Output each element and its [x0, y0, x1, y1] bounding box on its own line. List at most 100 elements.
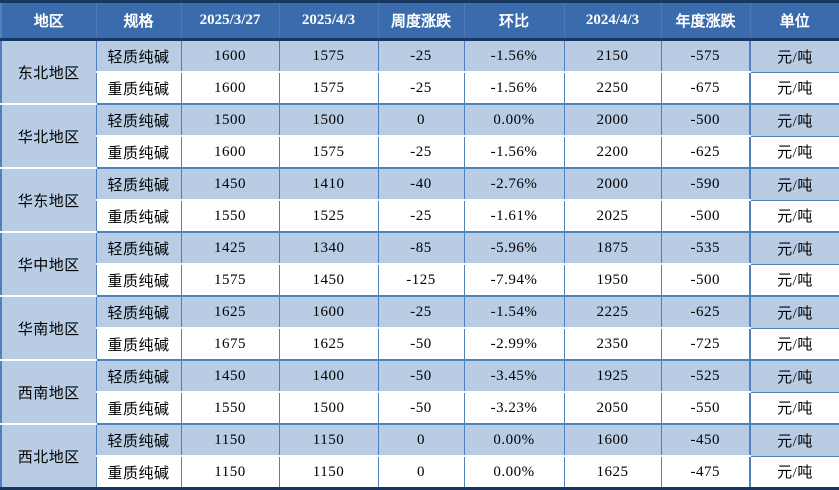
weekly-change-cell: -25 — [377, 200, 464, 233]
unit-cell: 元/吨 — [749, 104, 839, 137]
unit-cell: 元/吨 — [749, 456, 839, 490]
prev-price-cell: 1450 — [180, 360, 279, 393]
weekly-change-cell: -85 — [377, 232, 464, 265]
unit-cell: 元/吨 — [749, 136, 839, 169]
region-cell: 西北地区 — [1, 424, 96, 490]
weekly-change-cell: -50 — [377, 360, 464, 393]
unit-cell: 元/吨 — [749, 232, 839, 265]
weekly-change-cell: -25 — [377, 296, 464, 329]
table-row-heavy-soda: 重质纯碱 1150 1150 0 0.00% 1625 -475 元/吨 — [1, 456, 839, 490]
yearly-change-cell: -575 — [660, 39, 750, 73]
column-header: 规格 — [95, 1, 181, 41]
table-row-heavy-soda: 重质纯碱 1550 1525 -25 -1.61% 2025 -500 元/吨 — [1, 200, 839, 233]
spec-cell: 轻质纯碱 — [95, 232, 181, 265]
unit-cell: 元/吨 — [749, 392, 839, 425]
weekly-change-cell: -40 — [377, 168, 464, 201]
region-cell: 华东地区 — [1, 168, 96, 233]
yearly-change-cell: -625 — [660, 136, 750, 169]
curr-price-cell: 1500 — [278, 392, 378, 425]
wow-percent-cell: -1.54% — [463, 296, 564, 329]
prev-price-cell: 1575 — [180, 264, 279, 297]
weekly-change-cell: 0 — [377, 104, 464, 137]
year-ago-price-cell: 2350 — [563, 328, 661, 361]
weekly-change-cell: -25 — [377, 72, 464, 105]
column-header: 2025/3/27 — [180, 1, 279, 41]
unit-cell: 元/吨 — [749, 296, 839, 329]
table-row-light-soda: 华南地区 轻质纯碱 1625 1600 -25 -1.54% 2225 -625… — [1, 296, 839, 361]
curr-price-cell: 1410 — [278, 168, 378, 201]
year-ago-price-cell: 2050 — [563, 392, 661, 425]
table-row-heavy-soda: 重质纯碱 1675 1625 -50 -2.99% 2350 -725 元/吨 — [1, 328, 839, 361]
wow-percent-cell: -2.99% — [463, 328, 564, 361]
weekly-change-cell: -125 — [377, 264, 464, 297]
spec-cell: 重质纯碱 — [95, 72, 181, 105]
curr-price-cell: 1150 — [278, 424, 378, 457]
curr-price-cell: 1575 — [278, 136, 378, 169]
wow-percent-cell: -1.56% — [463, 136, 564, 169]
prev-price-cell: 1150 — [180, 424, 279, 457]
year-ago-price-cell: 2225 — [563, 296, 661, 329]
unit-cell: 元/吨 — [749, 168, 839, 201]
table-row-light-soda: 东北地区 轻质纯碱 1600 1575 -25 -1.56% 2150 -575… — [1, 39, 839, 105]
year-ago-price-cell: 1600 — [563, 424, 661, 457]
year-ago-price-cell: 2250 — [563, 72, 661, 105]
column-header: 环比 — [463, 1, 564, 41]
spec-cell: 轻质纯碱 — [95, 296, 181, 329]
spec-cell: 重质纯碱 — [95, 264, 181, 297]
prev-price-cell: 1550 — [180, 200, 279, 233]
wow-percent-cell: 0.00% — [463, 456, 564, 490]
year-ago-price-cell: 2000 — [563, 168, 661, 201]
prev-price-cell: 1425 — [180, 232, 279, 265]
spec-cell: 重质纯碱 — [95, 456, 181, 490]
curr-price-cell: 1575 — [278, 39, 378, 73]
unit-cell: 元/吨 — [749, 264, 839, 297]
table-row-heavy-soda: 重质纯碱 1600 1575 -25 -1.56% 2250 -675 元/吨 — [1, 72, 839, 105]
table-row-heavy-soda: 重质纯碱 1550 1500 -50 -3.23% 2050 -550 元/吨 — [1, 392, 839, 425]
prev-price-cell: 1600 — [180, 72, 279, 105]
unit-cell: 元/吨 — [749, 200, 839, 233]
spec-cell: 轻质纯碱 — [95, 104, 181, 137]
year-ago-price-cell: 2200 — [563, 136, 661, 169]
wow-percent-cell: -1.56% — [463, 72, 564, 105]
region-cell: 华北地区 — [1, 104, 96, 169]
spec-cell: 重质纯碱 — [95, 328, 181, 361]
column-header: 2025/4/3 — [278, 1, 378, 41]
yearly-change-cell: -475 — [660, 456, 750, 490]
year-ago-price-cell: 1625 — [563, 456, 661, 490]
prev-price-cell: 1625 — [180, 296, 279, 329]
weekly-change-cell: -25 — [377, 39, 464, 73]
weekly-change-cell: -50 — [377, 328, 464, 361]
table-row-light-soda: 华中地区 轻质纯碱 1425 1340 -85 -5.96% 1875 -535… — [1, 232, 839, 297]
yearly-change-cell: -550 — [660, 392, 750, 425]
spec-cell: 重质纯碱 — [95, 392, 181, 425]
spec-cell: 重质纯碱 — [95, 136, 181, 169]
prev-price-cell: 1550 — [180, 392, 279, 425]
wow-percent-cell: 0.00% — [463, 104, 564, 137]
table-row-light-soda: 西南地区 轻质纯碱 1450 1400 -50 -3.45% 1925 -525… — [1, 360, 839, 425]
curr-price-cell: 1400 — [278, 360, 378, 393]
yearly-change-cell: -675 — [660, 72, 750, 105]
prev-price-cell: 1600 — [180, 136, 279, 169]
wow-percent-cell: -2.76% — [463, 168, 564, 201]
wow-percent-cell: 0.00% — [463, 424, 564, 457]
region-cell: 西南地区 — [1, 360, 96, 425]
prev-price-cell: 1450 — [180, 168, 279, 201]
table-row-heavy-soda: 重质纯碱 1575 1450 -125 -7.94% 1950 -500 元/吨 — [1, 264, 839, 297]
yearly-change-cell: -500 — [660, 264, 750, 297]
column-header: 年度涨跌 — [660, 1, 750, 41]
prev-price-cell: 1150 — [180, 456, 279, 490]
yearly-change-cell: -500 — [660, 104, 750, 137]
region-cell: 华南地区 — [1, 296, 96, 361]
weekly-change-cell: 0 — [377, 456, 464, 490]
year-ago-price-cell: 2150 — [563, 39, 661, 73]
curr-price-cell: 1600 — [278, 296, 378, 329]
year-ago-price-cell: 1950 — [563, 264, 661, 297]
wow-percent-cell: -1.56% — [463, 39, 564, 73]
year-ago-price-cell: 1875 — [563, 232, 661, 265]
weekly-change-cell: -50 — [377, 392, 464, 425]
curr-price-cell: 1575 — [278, 72, 378, 105]
curr-price-cell: 1450 — [278, 264, 378, 297]
yearly-change-cell: -590 — [660, 168, 750, 201]
region-cell: 东北地区 — [1, 39, 96, 105]
